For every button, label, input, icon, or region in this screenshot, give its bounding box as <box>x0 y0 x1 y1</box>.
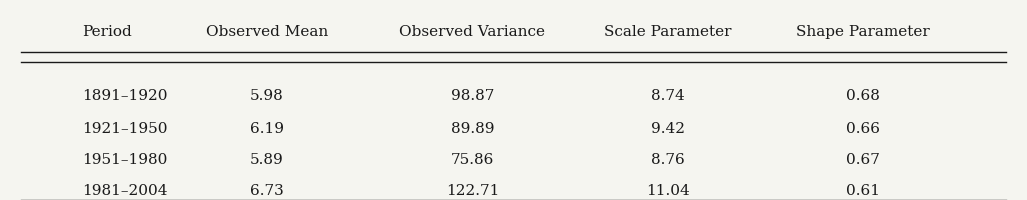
Text: 5.98: 5.98 <box>251 89 283 103</box>
Text: 6.73: 6.73 <box>251 184 283 198</box>
Text: Observed Variance: Observed Variance <box>400 25 545 39</box>
Text: Scale Parameter: Scale Parameter <box>604 25 731 39</box>
Text: 0.66: 0.66 <box>845 122 880 136</box>
Text: Observed Mean: Observed Mean <box>205 25 329 39</box>
Text: Period: Period <box>82 25 131 39</box>
Text: 8.74: 8.74 <box>651 89 684 103</box>
Text: 0.68: 0.68 <box>846 89 879 103</box>
Text: 1921–1950: 1921–1950 <box>82 122 167 136</box>
Text: 6.19: 6.19 <box>250 122 284 136</box>
Text: 0.61: 0.61 <box>845 184 880 198</box>
Text: 8.76: 8.76 <box>651 153 684 167</box>
Text: 75.86: 75.86 <box>451 153 494 167</box>
Text: 11.04: 11.04 <box>646 184 689 198</box>
Text: 1981–2004: 1981–2004 <box>82 184 167 198</box>
Text: 98.87: 98.87 <box>451 89 494 103</box>
Text: 1891–1920: 1891–1920 <box>82 89 167 103</box>
Text: Shape Parameter: Shape Parameter <box>796 25 929 39</box>
Text: 5.89: 5.89 <box>251 153 283 167</box>
Text: 9.42: 9.42 <box>650 122 685 136</box>
Text: 1951–1980: 1951–1980 <box>82 153 167 167</box>
Text: 0.67: 0.67 <box>846 153 879 167</box>
Text: 89.89: 89.89 <box>451 122 494 136</box>
Text: 122.71: 122.71 <box>446 184 499 198</box>
